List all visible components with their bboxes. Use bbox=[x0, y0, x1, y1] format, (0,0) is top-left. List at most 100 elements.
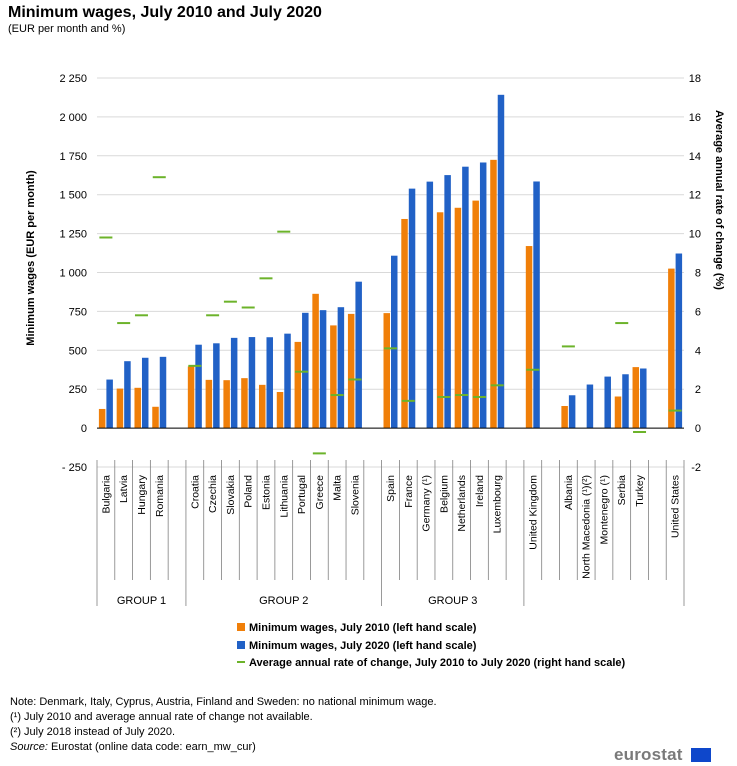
y2-axis-label: Average annual rate of change (%) bbox=[713, 110, 725, 290]
y2-tick-label: 2 bbox=[695, 384, 701, 396]
bar-2010 bbox=[187, 366, 195, 429]
bars bbox=[98, 94, 683, 429]
x-tick-label: Malta bbox=[332, 475, 344, 501]
bar-2020 bbox=[124, 361, 131, 429]
legend-label-rate: Average annual rate of change, July 2010… bbox=[249, 657, 626, 669]
bar-2020 bbox=[462, 166, 469, 429]
bar-2020 bbox=[355, 281, 362, 429]
y2-tick-label: 10 bbox=[689, 229, 701, 241]
y-tick-label: 2 250 bbox=[59, 73, 87, 85]
bar-2020 bbox=[141, 357, 149, 429]
bar-2010 bbox=[312, 293, 319, 429]
x-tick-label: Turkey bbox=[634, 474, 646, 506]
y2-tick-label: 16 bbox=[689, 112, 701, 124]
x-tick-label: Montenegro (¹) bbox=[598, 475, 610, 544]
bar-2020 bbox=[248, 337, 256, 429]
bar-2020 bbox=[195, 344, 202, 429]
x-tick-label: Netherlands bbox=[456, 475, 468, 532]
x-tick-label: Spain bbox=[385, 475, 397, 502]
bar-2010 bbox=[98, 408, 106, 429]
x-tick-label: Lithuania bbox=[278, 475, 290, 518]
bar-2010 bbox=[525, 246, 533, 429]
bar-2010 bbox=[330, 325, 337, 429]
y-tick-label: 1 000 bbox=[59, 268, 87, 280]
y-tick-label: - 250 bbox=[62, 462, 87, 474]
bar-2020 bbox=[106, 379, 113, 429]
bar-2020 bbox=[568, 395, 576, 429]
rate-markers bbox=[99, 176, 682, 455]
y-tick-label: 1 250 bbox=[59, 229, 87, 241]
bar-2010 bbox=[134, 387, 141, 429]
bar-2010 bbox=[383, 313, 390, 429]
bar-2010 bbox=[276, 392, 284, 429]
bar-2020 bbox=[604, 376, 611, 429]
y-axis-label: Minimum wages (EUR per month) bbox=[25, 170, 37, 346]
group-label: GROUP 3 bbox=[428, 595, 477, 607]
y2-tick-label: 14 bbox=[689, 151, 701, 163]
bar-2020 bbox=[284, 333, 291, 429]
bar-2020 bbox=[426, 181, 434, 429]
y-tick-label: 2 000 bbox=[59, 112, 87, 124]
gridlines bbox=[97, 77, 684, 468]
bar-2010 bbox=[561, 406, 568, 429]
y2-tick-label: 0 bbox=[695, 423, 701, 435]
bar-2020 bbox=[586, 384, 594, 429]
y2-tick-label: 8 bbox=[695, 268, 701, 280]
x-tick-label: Greece bbox=[314, 475, 326, 510]
bar-2010 bbox=[152, 406, 159, 429]
eurostat-logo: eurostat bbox=[614, 745, 683, 764]
bar-2010 bbox=[472, 200, 479, 429]
note-line-1: Note: Denmark, Italy, Cyprus, Austria, F… bbox=[10, 696, 437, 708]
legend-label-2020: Minimum wages, July 2020 (left hand scal… bbox=[249, 640, 477, 652]
bar-2020 bbox=[213, 343, 220, 429]
bar-2020 bbox=[266, 337, 273, 429]
bar-2010 bbox=[347, 313, 355, 429]
legend-item-2010: Minimum wages, July 2010 (left hand scal… bbox=[237, 622, 476, 634]
y-tick-label: 0 bbox=[81, 423, 87, 435]
bar-2020 bbox=[319, 310, 327, 429]
y2-tick-labels: -2 0 2 4 6 8 10 12 14 16 18 bbox=[689, 73, 701, 474]
y2-tick-label: 4 bbox=[695, 345, 701, 357]
x-tick-label: Albania bbox=[563, 475, 575, 510]
bar-2010 bbox=[241, 378, 248, 429]
bar-2010 bbox=[116, 388, 124, 429]
x-tick-label: United States bbox=[670, 475, 682, 538]
x-tick-label: Romania bbox=[154, 475, 166, 517]
bar-2010 bbox=[668, 268, 675, 429]
x-tick-label: Czechia bbox=[207, 475, 219, 513]
y-tick-label: 1 500 bbox=[59, 190, 87, 202]
bar-2020 bbox=[622, 374, 629, 429]
x-tick-label: United Kingdom bbox=[527, 475, 539, 550]
axes bbox=[96, 427, 685, 580]
x-tick-label: Luxembourg bbox=[492, 475, 504, 534]
x-tick-label: Hungary bbox=[136, 474, 148, 514]
group-labels: GROUP 1 GROUP 2 GROUP 3 bbox=[96, 580, 685, 607]
legend-swatch-2010 bbox=[237, 623, 245, 631]
x-tick-label: Serbia bbox=[616, 475, 628, 506]
bar-2010 bbox=[223, 380, 230, 429]
y2-tick-label: 6 bbox=[695, 306, 701, 318]
source-line: Source: Eurostat (online data code: earn… bbox=[10, 741, 256, 753]
bar-2020 bbox=[302, 312, 309, 429]
y-tick-label: 750 bbox=[69, 306, 87, 318]
x-tick-label: France bbox=[403, 475, 415, 508]
group-label: GROUP 2 bbox=[259, 595, 308, 607]
bar-2010 bbox=[258, 384, 266, 429]
y-tick-labels: - 250 0 250 500 750 1 000 1 250 1 500 1 750 2 000… bbox=[59, 73, 87, 474]
x-tick-label: Germany (¹) bbox=[421, 475, 433, 532]
legend-item-2020: Minimum wages, July 2020 (left hand scal… bbox=[237, 640, 476, 652]
y-tick-label: 250 bbox=[69, 384, 87, 396]
x-tick-label: Belgium bbox=[438, 475, 450, 513]
bar-2020 bbox=[497, 94, 505, 429]
bar-2020 bbox=[479, 162, 487, 429]
y2-tick-label: 18 bbox=[689, 73, 701, 85]
chart-subtitle: (EUR per month and %) bbox=[8, 23, 126, 35]
bar-2010 bbox=[454, 207, 462, 429]
note-line-3: (²) July 2018 instead of July 2020. bbox=[10, 726, 176, 738]
bar-2010 bbox=[205, 379, 213, 429]
x-tick-label: Estonia bbox=[260, 475, 272, 510]
bar-2020 bbox=[408, 188, 416, 429]
x-tick-label: Portugal bbox=[296, 475, 308, 514]
bar-2020 bbox=[444, 175, 451, 429]
group-label: GROUP 1 bbox=[117, 595, 166, 607]
